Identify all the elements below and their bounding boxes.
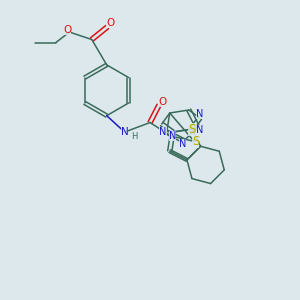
Text: O: O — [106, 18, 114, 28]
Text: N: N — [196, 110, 203, 119]
Text: N: N — [121, 127, 128, 137]
Text: O: O — [63, 25, 71, 35]
Text: N: N — [169, 131, 176, 141]
Text: O: O — [158, 97, 167, 107]
Text: N: N — [179, 140, 186, 149]
Text: S: S — [192, 135, 200, 148]
Text: N: N — [159, 127, 167, 137]
Text: H: H — [131, 132, 137, 141]
Text: S: S — [188, 123, 196, 136]
Text: N: N — [196, 124, 204, 135]
